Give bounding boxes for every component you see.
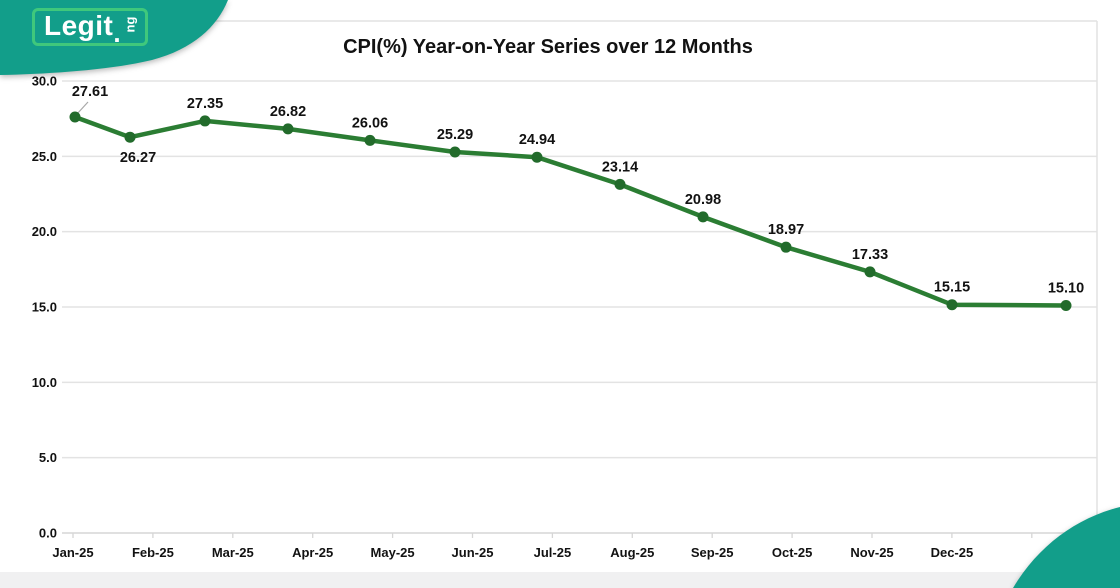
data-point-label: 15.10 <box>1048 280 1084 296</box>
data-point-marker <box>199 115 211 127</box>
x-axis-tick-label: Mar-25 <box>212 545 254 560</box>
x-axis-tick-label: Jun-25 <box>452 545 494 560</box>
data-point-marker <box>1060 299 1072 311</box>
data-point-label: 15.15 <box>934 280 970 296</box>
data-point-label: 26.27 <box>120 150 156 166</box>
data-point-label: 24.94 <box>519 132 555 148</box>
y-axis-tick-label: 25.0 <box>32 149 57 164</box>
x-axis-tick-label: Dec-25 <box>931 545 974 560</box>
data-point-marker <box>864 266 876 278</box>
y-axis-tick-label: 30.0 <box>32 74 57 89</box>
y-axis-tick-label: 15.0 <box>32 300 57 315</box>
data-point-marker <box>780 241 792 253</box>
data-point-marker <box>614 178 626 190</box>
series-line <box>72 114 1069 308</box>
legit-ng-logo: Legit . ng <box>32 8 148 46</box>
data-point-label: 23.14 <box>602 159 638 175</box>
data-point-marker <box>449 146 461 158</box>
data-point-marker <box>364 134 376 146</box>
logo-dot: . <box>113 17 121 48</box>
y-axis-tick-label: 5.0 <box>39 450 57 465</box>
data-point-marker <box>531 151 543 163</box>
y-axis-tick-label: 20.0 <box>32 224 57 239</box>
footer-strip <box>0 572 1120 588</box>
y-axis-tick-label: 10.0 <box>32 375 57 390</box>
x-axis-tick-label: Sep-25 <box>691 545 734 560</box>
logo-wordmark: Legit <box>44 10 114 41</box>
x-axis-tick-label: Nov-25 <box>850 545 893 560</box>
x-axis-tick-label: Jul-25 <box>534 545 572 560</box>
x-axis-tick-label: Feb-25 <box>132 545 174 560</box>
data-point-label: 27.61 <box>72 84 108 100</box>
data-point-marker <box>697 211 709 223</box>
x-axis-tick-label: Aug-25 <box>610 545 654 560</box>
x-axis-tick-label: Jan-25 <box>52 545 93 560</box>
y-axis-tick-label: 0.0 <box>39 526 57 541</box>
data-point-label: 26.82 <box>270 104 306 120</box>
logo-tld: ng <box>122 16 138 33</box>
data-point-label: 26.06 <box>352 115 388 131</box>
data-point-marker <box>282 123 294 135</box>
data-point-label: 25.29 <box>437 127 473 143</box>
data-point-label: 17.33 <box>852 247 888 263</box>
data-point-label: 18.97 <box>768 222 804 238</box>
data-point-label: 27.35 <box>187 96 223 112</box>
data-point-marker <box>124 131 136 143</box>
data-point-marker <box>946 299 958 311</box>
x-axis-tick-label: Apr-25 <box>292 545 333 560</box>
chart-title: CPI(%) Year-on-Year Series over 12 Month… <box>343 36 753 58</box>
x-axis-tick-label: May-25 <box>371 545 415 560</box>
x-axis-tick-label: Oct-25 <box>772 545 812 560</box>
data-point-marker <box>69 111 81 123</box>
data-label-leader-line <box>76 101 89 115</box>
data-point-label: 20.98 <box>685 192 721 208</box>
